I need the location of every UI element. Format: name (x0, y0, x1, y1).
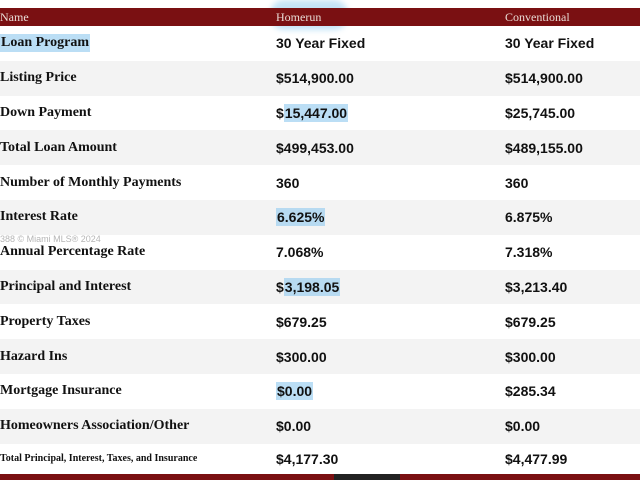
homerun-value: $499,453.00 (276, 139, 354, 156)
conventional-value: $514,900.00 (505, 70, 583, 87)
highlighted-value: 6.625% (276, 208, 326, 227)
homerun-value: $4,177.30 (276, 450, 339, 467)
row-label: Listing Price (0, 70, 77, 86)
conventional-value: $300.00 (505, 348, 556, 365)
footer-dark-block (334, 474, 400, 480)
homerun-value: $3,198.05 (276, 277, 341, 296)
homerun-value: 30 Year Fixed (276, 35, 366, 52)
footer-bar (0, 474, 640, 480)
conventional-value: 6.875% (505, 209, 553, 226)
mls-watermark: 388 © Miami MLS® 2024 (0, 234, 101, 244)
row-label: Mortgage Insurance (0, 383, 122, 399)
homerun-value: $300.00 (276, 348, 327, 365)
row-label: Interest Rate (0, 209, 78, 225)
conventional-value: 30 Year Fixed (505, 35, 595, 52)
conventional-value: $25,745.00 (505, 104, 576, 121)
row-label: Total Principal, Interest, Taxes, and In… (0, 453, 198, 465)
homerun-value: 6.625% (276, 200, 326, 235)
conventional-value: 7.318% (505, 244, 553, 261)
table-row-principal-interest: Principal and Interest $3,198.05 $3,213.… (0, 269, 640, 305)
conventional-value: $489,155.00 (505, 139, 583, 156)
homerun-value: 7.068% (276, 244, 324, 261)
row-label: Hazard Ins (0, 348, 68, 364)
homerun-value: 360 (276, 174, 300, 191)
table-row-hoa: Homeowners Association/Other $0.00 $0.00 (0, 408, 640, 444)
homerun-value: $0.00 (276, 418, 312, 435)
row-label: Total Loan Amount (0, 139, 117, 155)
table-row-down-payment: Down Payment $15,447.00 $25,745.00 (0, 96, 640, 131)
table-row-interest-rate: Interest Rate 6.625% 6.875% (0, 200, 640, 235)
table-row-apr: Annual Percentage Rate 7.068% 7.318% (0, 235, 640, 270)
table-row-total-piti: Total Principal, Interest, Taxes, and In… (0, 444, 640, 474)
highlighted-value: 3,198.05 (283, 277, 341, 296)
table-row-total-loan-amount: Total Loan Amount $499,453.00 $489,155.0… (0, 130, 640, 166)
header-homerun: Homerun (276, 10, 322, 24)
conventional-value: $4,477.99 (505, 450, 568, 467)
table-row-monthly-payments: Number of Monthly Payments 360 360 (0, 165, 640, 200)
conventional-value: $0.00 (505, 418, 541, 435)
homerun-value: $0.00 (276, 374, 314, 409)
row-label: Loan Program (0, 34, 91, 53)
conventional-value: 360 (505, 174, 529, 191)
conventional-value: $285.34 (505, 383, 556, 400)
row-label: Down Payment (0, 104, 92, 120)
row-label: Principal and Interest (0, 278, 132, 294)
conventional-value: $679.25 (505, 313, 556, 330)
table-header: Name Homerun Conventional (0, 8, 640, 26)
conventional-value: $3,213.40 (505, 278, 568, 295)
table-row-hazard-ins: Hazard Ins $300.00 $300.00 (0, 339, 640, 374)
table-row-mortgage-insurance: Mortgage Insurance $0.00 $285.34 (0, 374, 640, 409)
homerun-value: $679.25 (276, 313, 327, 330)
table-row-loan-program: Loan Program 30 Year Fixed 30 Year Fixed (0, 26, 640, 61)
row-label: Annual Percentage Rate (0, 244, 146, 260)
highlighted-value: 15,447.00 (283, 103, 349, 122)
row-label: Property Taxes (0, 313, 91, 329)
highlighted-value: $0.00 (276, 382, 314, 401)
header-conventional: Conventional (505, 10, 570, 24)
table-row-property-taxes: Property Taxes $679.25 $679.25 (0, 304, 640, 339)
row-label: Number of Monthly Payments (0, 174, 182, 190)
header-name: Name (0, 10, 29, 24)
table-row-listing-price: Listing Price $514,900.00 $514,900.00 (0, 60, 640, 96)
homerun-value: $514,900.00 (276, 70, 354, 87)
homerun-value: $15,447.00 (276, 103, 349, 122)
row-label: Homeowners Association/Other (0, 418, 190, 434)
